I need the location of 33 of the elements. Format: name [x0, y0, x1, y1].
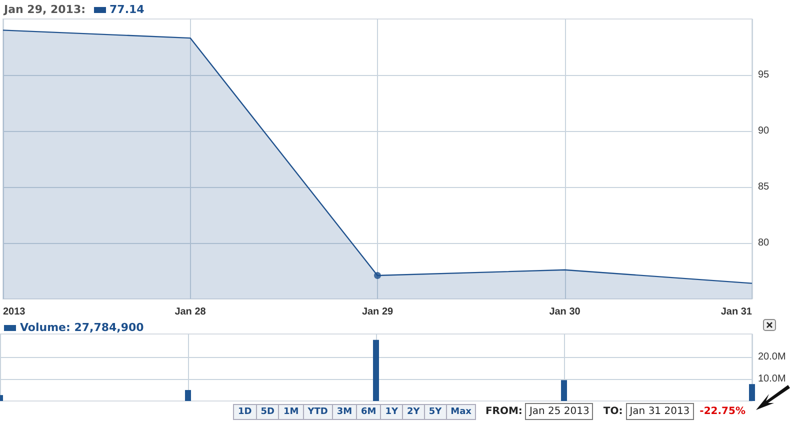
text: -22.75%: [700, 406, 746, 417]
text: YTD: [302, 404, 333, 420]
text: 2Y: [402, 404, 425, 420]
text: Max: [446, 404, 476, 420]
x-tick-label: Jan 28: [174, 306, 206, 318]
bar: [373, 340, 379, 401]
text: 6M: [356, 404, 382, 420]
x-tick-label: 2013: [3, 306, 26, 318]
text: 5D: [256, 404, 280, 420]
text: Volume: 27,784,900: [20, 321, 144, 334]
text: Jan 29, 2013:: [4, 3, 86, 16]
bar: [561, 380, 567, 401]
text: 1D: [233, 404, 257, 420]
bar: [185, 390, 191, 401]
text: TO:: [603, 406, 623, 417]
text: Jan 25 2013: [525, 403, 594, 420]
y-tick-label: 95: [758, 70, 770, 80]
text: 1Y: [380, 404, 404, 420]
y-tick-label: 10.0M: [758, 374, 786, 385]
y-tick-label: 80: [758, 238, 770, 248]
text: Jan 31 2013: [626, 403, 694, 420]
y-tick-label: 90: [758, 126, 770, 136]
text: 3M: [332, 404, 358, 420]
x-tick-label: Jan 29: [362, 306, 394, 318]
x-tick-label: Jan 30: [549, 306, 581, 318]
text: 5Y: [424, 404, 447, 420]
x-tick-label: Jan 31: [720, 306, 752, 318]
y-tick-label: 20.0M: [758, 352, 786, 363]
y-tick-label: 85: [758, 182, 770, 192]
text: 77.14: [110, 3, 144, 16]
bar: [749, 384, 755, 401]
text: FROM:: [485, 406, 522, 417]
text: 1M: [278, 404, 304, 420]
